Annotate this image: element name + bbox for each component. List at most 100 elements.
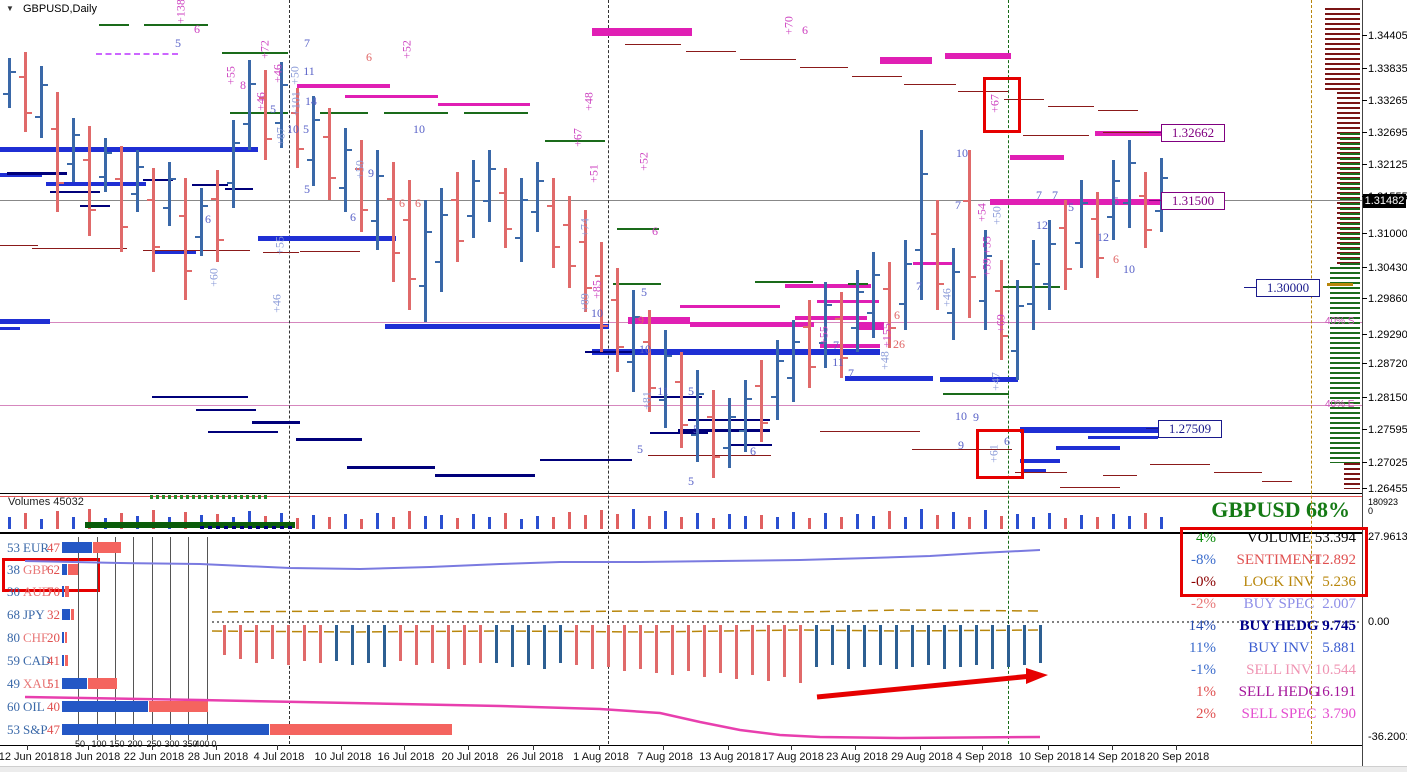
- count-annotation: +46: [939, 288, 954, 307]
- darkred-level-segment: [32, 248, 127, 249]
- ohlc-close-tick: [955, 271, 960, 273]
- magenta-level-segment: [785, 284, 871, 288]
- darkred-level-segment: [686, 51, 736, 52]
- count-annotation: 9: [638, 313, 644, 327]
- strength-left-value: 60: [7, 699, 20, 714]
- indicator-axis-label: 27.9613: [1368, 531, 1407, 543]
- count-annotation: 6: [1113, 252, 1119, 266]
- ohlc-bar: [792, 320, 795, 402]
- ohlc-bar: [248, 60, 251, 150]
- ohlc-bar: [760, 360, 763, 442]
- magenta-level-segment: [628, 317, 690, 324]
- indicator-hanging-bar: [703, 625, 706, 677]
- time-axis-label: 4 Jul 2018: [253, 751, 305, 763]
- count-annotation: 10: [287, 122, 299, 136]
- count-annotation: 5: [1068, 200, 1074, 214]
- price-level-label: 1.30000: [1256, 279, 1320, 297]
- strength-left-value: 53: [7, 722, 20, 737]
- navy-level-segment: [80, 205, 110, 207]
- ohlc-close-tick: [395, 252, 400, 254]
- ohlc-close-tick: [795, 341, 800, 343]
- count-annotation: 5: [637, 442, 643, 456]
- ohlc-bar: [808, 300, 811, 388]
- ohlc-close-tick: [1019, 305, 1024, 307]
- strength-bar-red: [88, 678, 117, 689]
- indicator-hanging-bar: [223, 625, 226, 655]
- chart-symbol-header[interactable]: ▼ GBPUSD,Daily: [6, 3, 97, 15]
- volume-bar: [424, 516, 427, 529]
- indicator-pane[interactable]: [0, 533, 1362, 746]
- strength-scale-label: 50: [74, 739, 85, 749]
- strength-scale-label: 200: [127, 739, 143, 749]
- strength-grid-line: [188, 537, 189, 740]
- navy-level-segment: [650, 432, 708, 434]
- time-axis-label: 4 Sep 2018: [955, 751, 1013, 763]
- ohlc-bar: [872, 252, 875, 338]
- price-axis-tick: [1362, 298, 1367, 299]
- count-annotation: +74: [577, 218, 592, 237]
- count-annotation: +59: [979, 258, 994, 277]
- strength-symbol-label: CHF: [23, 630, 49, 645]
- indicator-hanging-bar: [655, 625, 658, 673]
- ohlc-bar: [440, 188, 443, 292]
- dropdown-triangle-icon[interactable]: ▼: [6, 4, 14, 13]
- strength-bar-blue: [62, 586, 64, 597]
- indicator-hanging-bar: [351, 625, 354, 665]
- ohlc-bar: [744, 380, 747, 452]
- ohlc-open-tick: [883, 288, 888, 290]
- darkred-level-segment: [912, 449, 1012, 450]
- ohlc-close-tick: [715, 456, 720, 458]
- volume-bar: [760, 515, 763, 529]
- time-axis-label: 20 Sep 2018: [1146, 751, 1210, 763]
- navy-level-segment: [435, 474, 535, 477]
- price-label-connector: [1244, 287, 1256, 288]
- ohlc-close-tick: [571, 265, 576, 267]
- indicator-hanging-bar: [783, 625, 786, 677]
- ohlc-close-tick: [1147, 229, 1152, 231]
- volume-bar: [56, 511, 59, 529]
- ohlc-open-tick: [131, 193, 136, 195]
- ohlc-bar: [168, 162, 171, 226]
- ohlc-close-tick: [587, 287, 592, 289]
- ohlc-open-tick: [899, 303, 904, 305]
- ohlc-bar: [24, 52, 27, 132]
- indicator-hanging-bar: [287, 625, 290, 665]
- flow-row-value: 10.544: [1314, 662, 1356, 678]
- royal-level-segment: [940, 377, 1018, 382]
- ohlc-bar: [648, 310, 651, 412]
- ohlc-close-tick: [779, 360, 784, 362]
- ohlc-open-tick: [211, 198, 216, 200]
- ohlc-open-tick: [1043, 283, 1048, 285]
- royal-level-segment: [845, 376, 933, 381]
- price-axis-label: 1.32125: [1368, 159, 1407, 171]
- ohlc-close-tick: [459, 240, 464, 242]
- green-level-segment: [384, 112, 448, 114]
- price-axis-column: [1363, 0, 1407, 766]
- flow-pct-value: -2%: [1191, 596, 1216, 612]
- indicator-hanging-bar: [479, 625, 482, 663]
- volume-bar: [296, 518, 299, 529]
- price-axis-tick: [1362, 363, 1367, 364]
- ohlc-bar: [472, 160, 475, 238]
- ohlc-open-tick: [771, 396, 776, 398]
- volume-bar: [632, 509, 635, 529]
- volume-bar: [600, 510, 603, 529]
- navy-level-segment: [143, 179, 173, 181]
- ohlc-close-tick: [171, 178, 176, 180]
- price-axis-tick: [1362, 68, 1367, 69]
- highlight-red-box: [983, 77, 1021, 133]
- strength-bar-blue: [62, 609, 70, 620]
- ohlc-open-tick: [867, 312, 872, 314]
- ohlc-open-tick: [1155, 210, 1160, 212]
- ohlc-bar: [696, 370, 699, 462]
- price-axis-label: 1.26455: [1368, 483, 1407, 495]
- time-axis-label: 17 Aug 2018: [762, 751, 824, 763]
- count-annotation: 6: [415, 196, 421, 210]
- ohlc-bar: [152, 168, 155, 272]
- volume-bar: [440, 515, 443, 529]
- navy-level-segment: [648, 396, 702, 398]
- ohlc-close-tick: [107, 152, 112, 154]
- volume-bar: [40, 519, 43, 529]
- volume-pane[interactable]: [0, 493, 1362, 533]
- royal-level-segment: [152, 251, 196, 254]
